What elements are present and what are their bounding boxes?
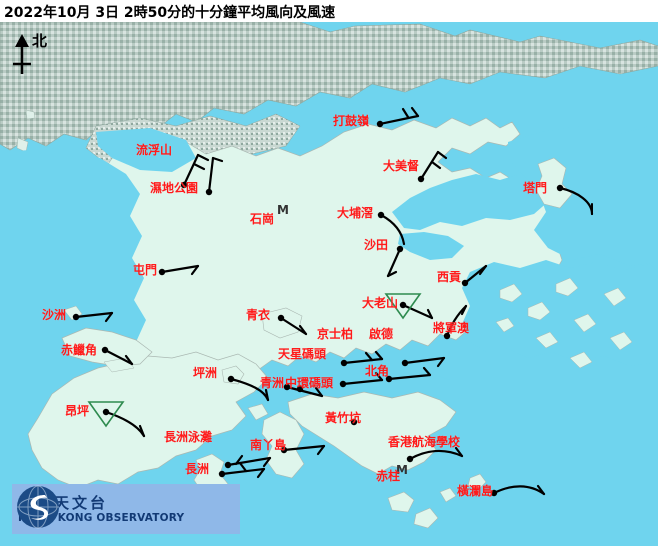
wind-barb-cheung-chau-beach <box>224 454 272 469</box>
wind-barb-tseung-kwan-o <box>443 304 468 340</box>
wind-barb-peng-chau <box>227 375 270 402</box>
hko-logo: 香港天文台 HONG KONG OBSERVATORY <box>12 484 240 534</box>
station-label: 青洲 <box>260 376 285 390</box>
elevated-station-triangle-ngong-ping <box>87 401 125 428</box>
wind-barb-sha-chau <box>72 311 114 323</box>
page-title: 2022年10月 3日 2時50分的十分鐘平均風向及風速 <box>4 5 336 21</box>
wind-barb-tates-cairn <box>401 303 434 320</box>
station-label: 北角 <box>365 364 390 378</box>
station-label: 大埔滘 <box>337 206 374 220</box>
station-label: 啟德 <box>369 327 394 341</box>
station-markers-layer: M M <box>87 203 422 477</box>
station-label: 京士柏 <box>317 327 354 341</box>
station-label: 橫瀾島 <box>457 484 494 498</box>
hong-kong-island <box>287 391 457 475</box>
station-label: 沙田 <box>364 238 389 252</box>
wind-barb-kai-tak <box>401 356 446 368</box>
wind-barb-tai-mei-tuk <box>417 150 448 183</box>
marker-m-shek-kong: M <box>277 203 289 217</box>
wind-barb-tai-po-kau <box>377 211 406 246</box>
station-label: 大美督 <box>383 159 420 173</box>
wind-barb-tuen-mun <box>158 264 200 276</box>
station-label: 長洲 <box>185 462 210 476</box>
station-label: 石崗 <box>250 212 275 226</box>
wind-barb-wong-chuk-hang <box>350 418 358 426</box>
wind-barb-central-pier <box>296 385 304 393</box>
station-label: 青衣 <box>246 308 271 322</box>
north-arrow: 北 <box>6 30 62 80</box>
wind-barb-wetland-park <box>205 156 224 196</box>
station-label: 赤鱲角 <box>61 343 98 357</box>
station-label: 屯門 <box>133 263 158 277</box>
station-label: 南丫島 <box>250 438 287 452</box>
north-arrow-icon <box>13 34 31 74</box>
station-label: 沙洲 <box>42 308 67 322</box>
wind-barb-tap-mun <box>556 184 594 216</box>
wind-barb-lamma-island <box>280 444 326 456</box>
wind-barb-sha-tin <box>386 245 404 278</box>
wind-barb-sai-kung <box>461 264 488 287</box>
elevated-station-triangle-tates-cairn <box>384 293 422 320</box>
outlying-islands <box>63 157 633 529</box>
station-label: 天星碼頭 <box>278 347 327 361</box>
wind-barb-tsing-yi <box>277 314 308 336</box>
station-dot-ngong-ping <box>102 408 110 416</box>
station-dot-tates-cairn <box>399 301 407 309</box>
hko-logo-english: HONG KONG OBSERVATORY <box>18 511 185 524</box>
map-graphics: M M <box>0 22 658 546</box>
wind-barb-star-ferry <box>339 371 384 388</box>
wind-barb-cheung-chau <box>218 461 266 479</box>
station-label: 大老山 <box>362 296 399 310</box>
map-canvas[interactable]: M M 北 打鼓嶺 流浮山 濕地公園 石崗 大美督塔 <box>0 22 658 546</box>
station-label: 流浮山 <box>136 143 173 157</box>
station-label: 中環碼頭 <box>285 376 334 390</box>
wind-barb-hk-sea-school <box>406 446 464 463</box>
lantau-island <box>27 327 269 489</box>
station-label: 赤柱 <box>376 469 401 483</box>
station-label: 打鼓嶺 <box>333 114 370 128</box>
hko-logo-icon <box>17 485 59 529</box>
wind-barb-lau-fau-shan <box>180 153 210 189</box>
station-label: 坪洲 <box>193 366 218 380</box>
station-label: 將軍澳 <box>433 321 470 335</box>
station-label: 香港航海學校 <box>388 435 461 449</box>
station-label: 濕地公園 <box>150 181 199 195</box>
station-label: 西貢 <box>437 270 462 284</box>
station-label: 昂坪 <box>65 404 90 418</box>
wind-barb-kings-park <box>340 350 384 367</box>
wind-barb-north-point <box>385 366 432 383</box>
wind-barb-green-island <box>283 383 324 398</box>
wind-barb-waglan-island <box>490 484 546 497</box>
north-arrow-label: 北 <box>32 32 48 50</box>
station-label: 塔門 <box>523 181 548 195</box>
wind-barbs-layer <box>72 106 594 497</box>
station-label: 長洲泳灘 <box>164 430 213 444</box>
wind-barb-chek-lap-kok <box>101 346 134 366</box>
title-bar: 2022年10月 3日 2時50分的十分鐘平均風向及風速 <box>0 0 658 22</box>
wind-barb-ngong-ping <box>104 410 146 438</box>
wind-barb-dagupuling <box>376 106 420 128</box>
station-label: 黃竹坑 <box>325 411 362 425</box>
marker-m-stanley: M <box>396 463 408 477</box>
